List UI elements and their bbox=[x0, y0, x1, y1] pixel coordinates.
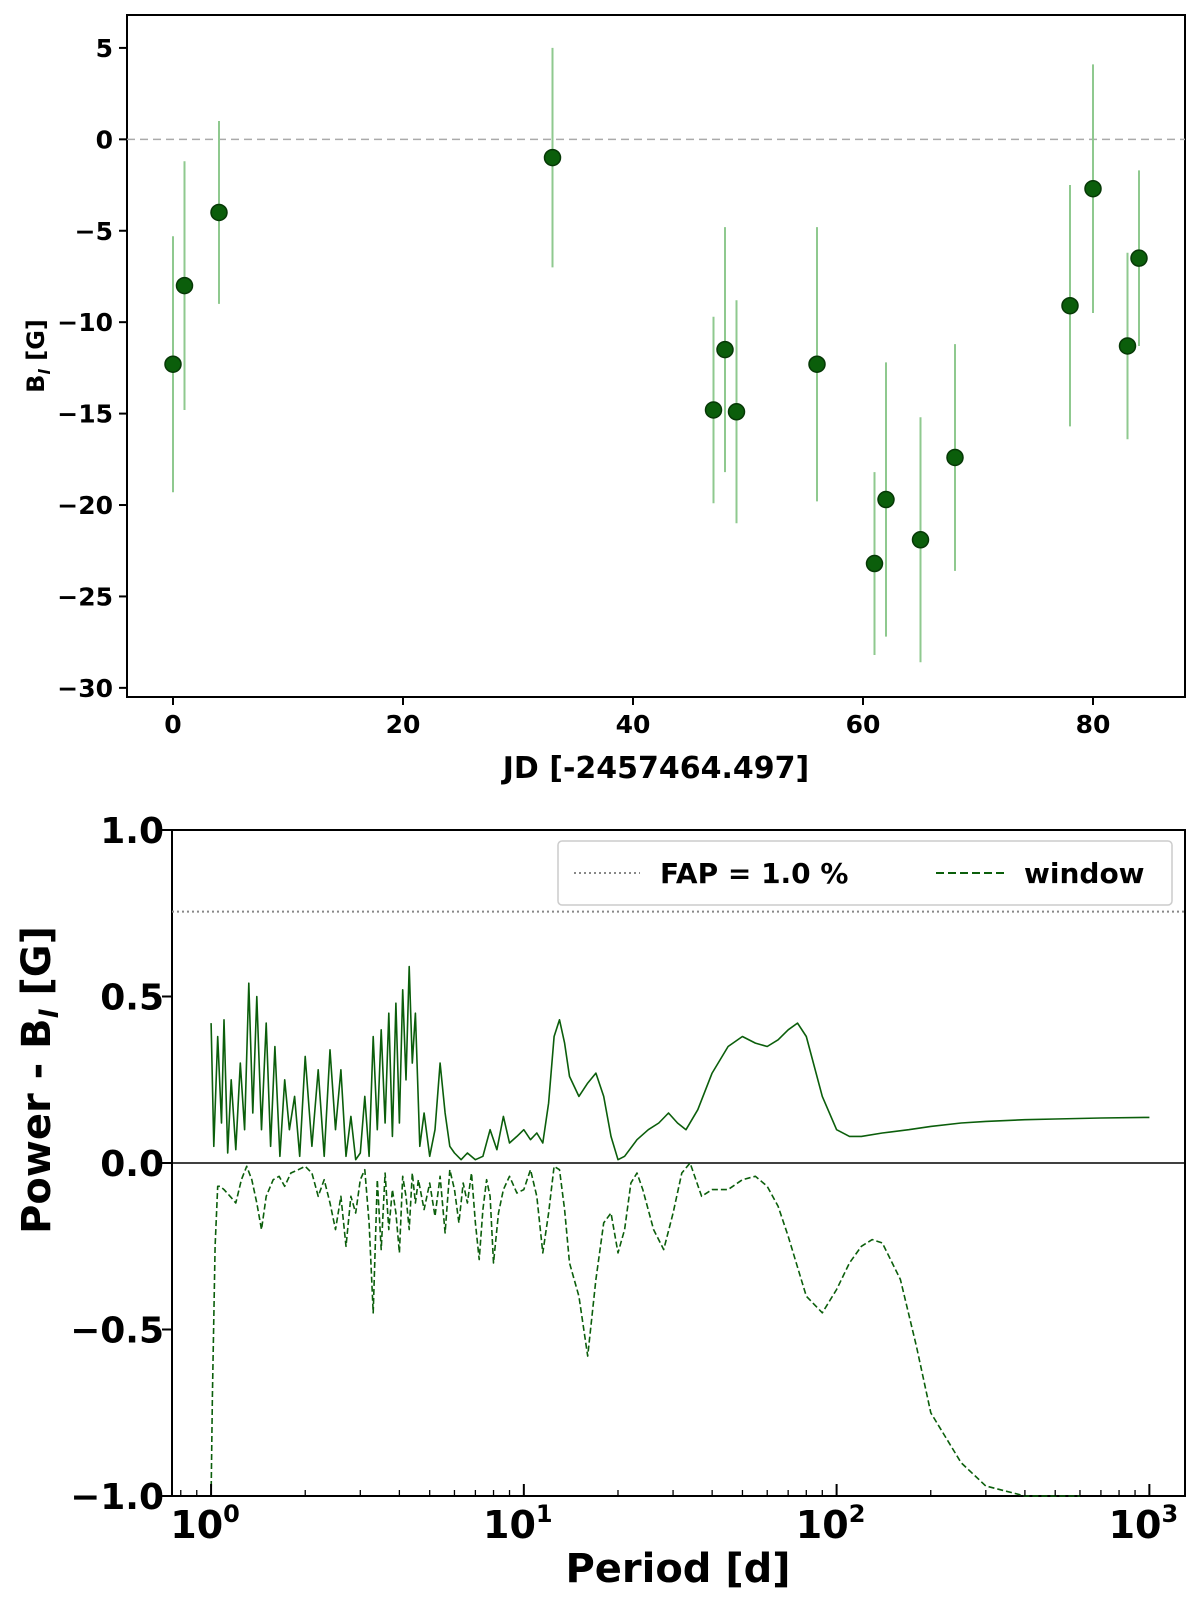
x-tick-label: 103 bbox=[1109, 1500, 1179, 1547]
bottom-x-axis: 100 101 102 103 bbox=[170, 1484, 1178, 1547]
bottom-y-axis: 1.0 0.5 0.0 −0.5 −1.0 bbox=[70, 811, 172, 1518]
bottom-y-axis-title: Power - Bl [G] bbox=[14, 926, 65, 1234]
power-line bbox=[210, 965, 1150, 1161]
data-point bbox=[877, 490, 895, 509]
y-tick-label: −15 bbox=[57, 400, 113, 429]
legend-fap-label: FAP = 1.0 % bbox=[660, 857, 848, 890]
data-point bbox=[808, 355, 826, 373]
bottom-x-axis-title: Period [d] bbox=[565, 1546, 790, 1592]
data-point bbox=[1118, 337, 1137, 355]
data-point bbox=[727, 403, 746, 421]
y-tick-label: −1.0 bbox=[70, 1477, 164, 1518]
x-tick-label: 40 bbox=[616, 710, 651, 739]
y-tick-label: −0.5 bbox=[70, 1311, 164, 1352]
bottom-series-lines bbox=[172, 910, 1185, 1497]
y-tick-label: −25 bbox=[57, 582, 113, 611]
x-tick-label: 20 bbox=[386, 710, 421, 739]
data-point bbox=[946, 448, 964, 467]
legend-box bbox=[557, 840, 1173, 906]
top-y-axis: 5 0 −5 −10 −15 −20 −25 −30 bbox=[57, 34, 127, 703]
window-line bbox=[210, 1162, 1080, 1497]
top-y-axis-title: Bl [G] bbox=[22, 319, 54, 393]
x-tick-label: 100 bbox=[170, 1500, 240, 1547]
x-tick-label: 80 bbox=[1076, 710, 1111, 739]
y-tick-label: −20 bbox=[57, 491, 113, 520]
x-tick-label: 101 bbox=[483, 1500, 553, 1547]
y-tick-label: 1.0 bbox=[100, 811, 164, 852]
data-point bbox=[164, 355, 182, 373]
data-point bbox=[716, 340, 734, 359]
data-point bbox=[1084, 179, 1102, 198]
y-tick-label: 5 bbox=[96, 34, 113, 63]
data-point bbox=[1061, 296, 1079, 315]
legend-window-label: window bbox=[1024, 857, 1145, 890]
y-tick-label: 0.5 bbox=[100, 978, 164, 1019]
x-tick-label: 60 bbox=[846, 710, 881, 739]
top-data-points bbox=[164, 47, 1148, 663]
top-x-axis-title: JD [-2457464.497] bbox=[501, 751, 810, 786]
y-tick-label: −5 bbox=[75, 217, 113, 246]
top-x-axis: 0 20 40 60 80 bbox=[164, 697, 1110, 739]
data-point bbox=[175, 276, 194, 295]
data-point bbox=[865, 554, 884, 573]
data-point bbox=[1130, 249, 1148, 267]
y-tick-label: −10 bbox=[57, 308, 113, 337]
data-point bbox=[704, 401, 723, 419]
y-tick-label: 0.0 bbox=[100, 1144, 164, 1185]
legend: FAP = 1.0 % window bbox=[557, 840, 1173, 906]
top-plot-frame bbox=[126, 14, 1186, 698]
data-point bbox=[210, 203, 228, 222]
data-point bbox=[911, 531, 930, 549]
y-tick-label: 0 bbox=[96, 125, 113, 154]
x-tick-label: 0 bbox=[164, 710, 181, 739]
y-tick-label: −30 bbox=[57, 674, 113, 703]
x-tick-label: 102 bbox=[796, 1500, 866, 1547]
data-point bbox=[543, 148, 562, 167]
